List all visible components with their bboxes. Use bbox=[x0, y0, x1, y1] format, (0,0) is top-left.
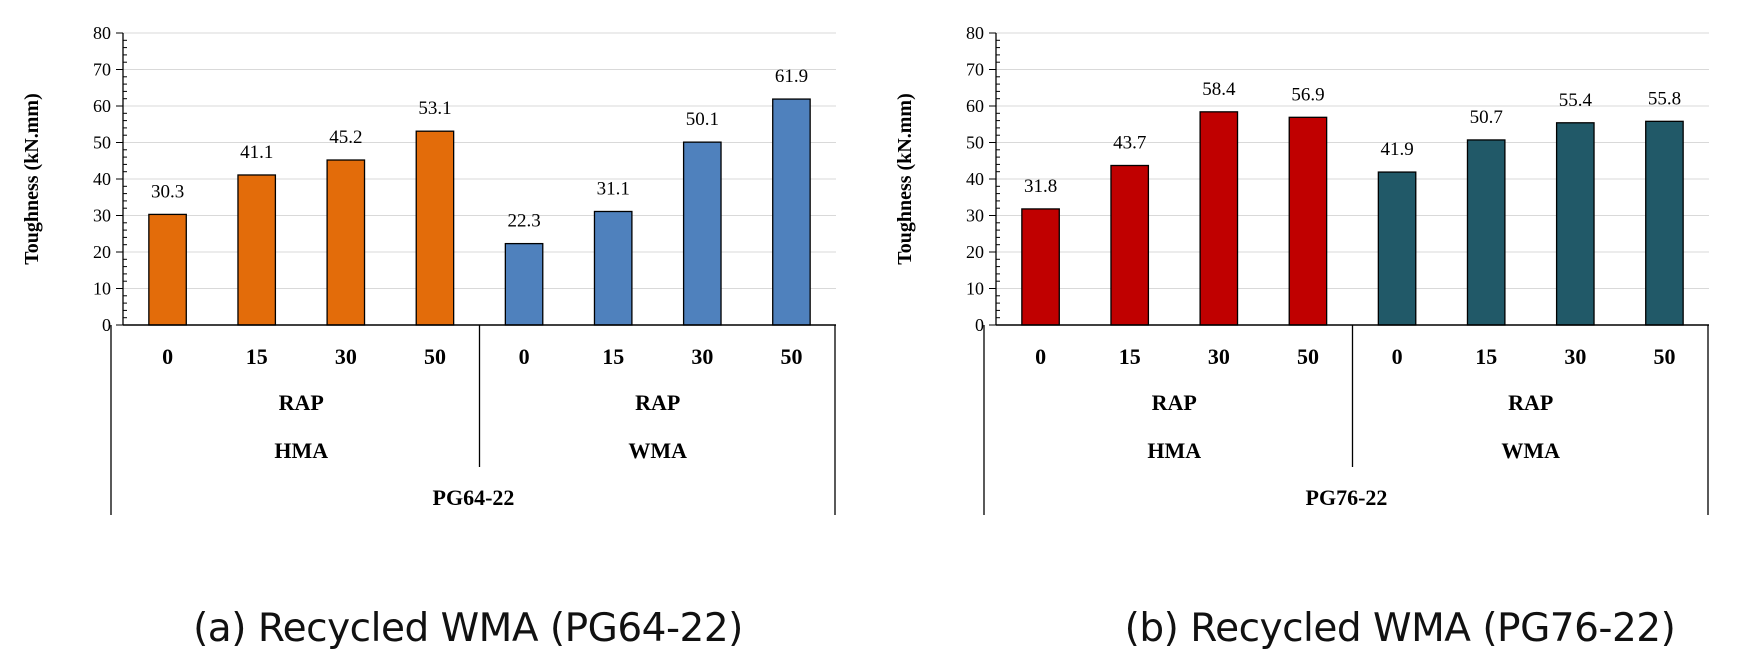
bar bbox=[1555, 122, 1595, 326]
data-label: 45.2 bbox=[329, 127, 362, 148]
y-tick-label: 0 bbox=[975, 315, 984, 335]
y-tick-label: 50 bbox=[966, 133, 984, 153]
x-tick-label: 30 bbox=[335, 344, 357, 369]
y-tick-label: 40 bbox=[93, 169, 111, 189]
bar bbox=[593, 210, 633, 326]
mix-label: HMA bbox=[274, 438, 328, 463]
x-tick-label: 0 bbox=[1392, 344, 1403, 369]
chart-b: 0 10 20 30 40 50 60 70 80 Toughness (kN.mm) 31.8 0 4… bbox=[894, 23, 1709, 515]
y-tick-label: 20 bbox=[93, 242, 111, 262]
x-tick-label: 30 bbox=[1208, 344, 1230, 369]
bar bbox=[682, 141, 722, 326]
x-tick-label: 15 bbox=[1119, 344, 1141, 369]
x-tick-label: 15 bbox=[1475, 344, 1497, 369]
bar bbox=[1021, 208, 1060, 326]
x-tick-label: 15 bbox=[246, 344, 268, 369]
caption-a: (a) Recycled WMA (PG64-22) bbox=[193, 606, 743, 651]
bar bbox=[772, 98, 811, 326]
y-tick-label: 40 bbox=[966, 169, 984, 189]
data-label: 41.9 bbox=[1380, 139, 1413, 160]
data-label: 55.4 bbox=[1559, 90, 1593, 111]
rap-label: RAP bbox=[279, 390, 324, 415]
binder-label: PG64-22 bbox=[433, 485, 515, 510]
caption-b: (b) Recycled WMA (PG76-22) bbox=[1124, 606, 1676, 651]
y-tick-label: 10 bbox=[93, 279, 111, 299]
bar bbox=[237, 174, 277, 326]
bar bbox=[1199, 111, 1239, 326]
x-tick-label: 30 bbox=[1564, 344, 1586, 369]
rap-label: RAP bbox=[1152, 390, 1197, 415]
y-tick-label: 30 bbox=[966, 206, 984, 226]
x-tick-label: 15 bbox=[602, 344, 624, 369]
data-label: 55.8 bbox=[1648, 88, 1681, 109]
bar bbox=[1377, 171, 1417, 326]
x-tick-label: 0 bbox=[1035, 344, 1046, 369]
data-label: 43.7 bbox=[1113, 132, 1146, 153]
y-tick-label: 60 bbox=[966, 96, 984, 116]
bar bbox=[1110, 164, 1150, 326]
y-tick-label: 70 bbox=[93, 60, 111, 80]
bar bbox=[1645, 120, 1684, 326]
y-axis-label: Toughness (kN.mm) bbox=[21, 93, 43, 265]
x-tick-label: 0 bbox=[162, 344, 173, 369]
data-label: 31.8 bbox=[1024, 176, 1057, 197]
y-tick-label: 10 bbox=[966, 279, 984, 299]
data-label: 22.3 bbox=[507, 211, 540, 232]
y-tick-label: 50 bbox=[93, 133, 111, 153]
x-tick-label: 50 bbox=[780, 344, 802, 369]
data-label: 50.7 bbox=[1470, 107, 1503, 128]
bar bbox=[1466, 139, 1506, 326]
binder-label: PG76-22 bbox=[1306, 485, 1388, 510]
chart-a: 0 10 20 30 40 50 60 70 80 Toughness (kN.mm) 30.3 0 4… bbox=[21, 23, 836, 515]
bar bbox=[326, 159, 366, 326]
rap-label: RAP bbox=[635, 390, 680, 415]
y-tick-label: 60 bbox=[93, 96, 111, 116]
data-label: 30.3 bbox=[151, 181, 184, 202]
bar bbox=[504, 242, 544, 326]
mix-label: WMA bbox=[628, 438, 687, 463]
x-tick-label: 30 bbox=[691, 344, 713, 369]
data-label: 61.9 bbox=[775, 66, 808, 87]
y-axis-label: Toughness (kN.mm) bbox=[894, 93, 916, 265]
y-tick-label: 0 bbox=[102, 315, 111, 335]
bar bbox=[415, 130, 455, 326]
mix-label: HMA bbox=[1147, 438, 1201, 463]
y-tick-label: 20 bbox=[966, 242, 984, 262]
x-tick-label: 50 bbox=[1653, 344, 1675, 369]
y-tick-label: 30 bbox=[93, 206, 111, 226]
y-tick-label: 70 bbox=[966, 60, 984, 80]
x-tick-label: 50 bbox=[424, 344, 446, 369]
data-label: 56.9 bbox=[1291, 84, 1324, 105]
y-tick-label: 80 bbox=[966, 23, 984, 43]
x-tick-label: 0 bbox=[519, 344, 530, 369]
data-label: 53.1 bbox=[418, 98, 451, 119]
data-label: 41.1 bbox=[240, 142, 273, 163]
data-label: 31.1 bbox=[597, 178, 630, 199]
rap-label: RAP bbox=[1508, 390, 1553, 415]
bar bbox=[1288, 116, 1328, 326]
mix-label: WMA bbox=[1501, 438, 1560, 463]
data-label: 58.4 bbox=[1202, 79, 1236, 100]
bar bbox=[148, 213, 187, 326]
data-label: 50.1 bbox=[686, 109, 719, 130]
y-tick-label: 80 bbox=[93, 23, 111, 43]
x-tick-label: 50 bbox=[1297, 344, 1319, 369]
